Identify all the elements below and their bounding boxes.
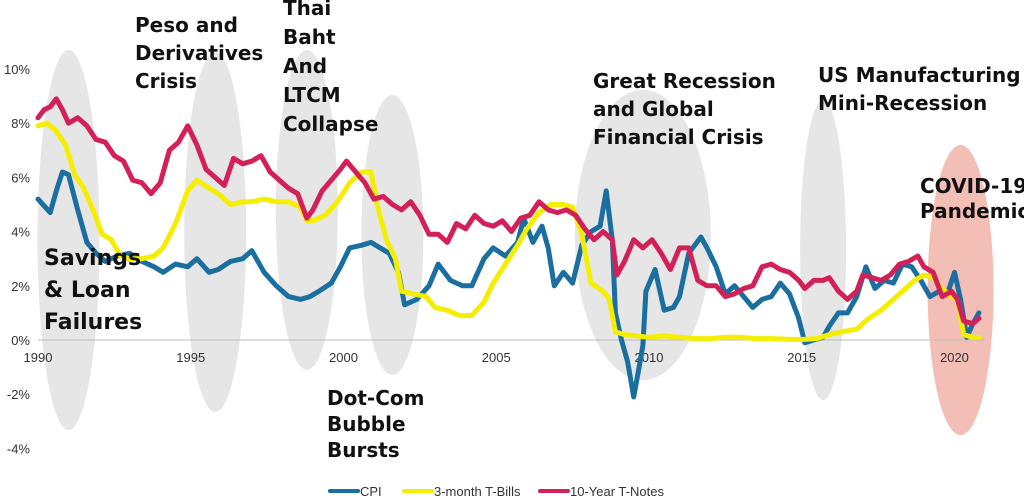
annotation-line: Great Recession <box>593 69 776 93</box>
y-ticks: 10% 8% 6% 4% 2% 0% -2% -4% <box>4 62 30 456</box>
y-tick-label: -4% <box>7 441 31 456</box>
annotation-line: Bubble <box>327 412 406 436</box>
x-tick-label: 2005 <box>482 350 511 365</box>
y-tick-label: 6% <box>11 170 30 185</box>
annotation-line: Collapse <box>283 112 378 136</box>
annotation-line: Financial Crisis <box>593 125 764 149</box>
series-line-10-year-t-notes <box>35 96 982 327</box>
y-tick-label: 10% <box>4 62 30 77</box>
series-line-cpi <box>35 169 982 400</box>
legend-label: 3-month T-Bills <box>434 484 521 499</box>
annotation-line: Bursts <box>327 438 400 462</box>
x-tick-label: 2020 <box>940 350 969 365</box>
y-tick-label: 2% <box>11 279 30 294</box>
highlight-period-ellipse <box>184 52 247 412</box>
annotation-line: and Global <box>593 97 714 121</box>
annotation-label: COVID-19 Pandemic <box>920 174 1024 223</box>
series-lines <box>35 96 982 400</box>
x-ticks: 1990 1995 2000 2005 2010 2015 2020 <box>24 350 969 365</box>
y-tick-label: 8% <box>11 116 30 131</box>
legend-label: CPI <box>360 484 382 499</box>
annotation-label: US Manufacturing Mini-Recession <box>818 63 1021 115</box>
annotation-line: Dot-Com <box>327 386 424 410</box>
annotation-line: LTCM <box>283 83 341 107</box>
highlight-period-ellipse <box>37 50 100 430</box>
annotation-line: Peso and <box>135 13 238 37</box>
annotation-line: Pandemic <box>920 199 1024 223</box>
x-tick-label: 1995 <box>176 350 205 365</box>
y-tick-label: 0% <box>11 333 30 348</box>
highlight-period-ellipse <box>800 100 847 400</box>
annotation-label: Savings & Loan Failures <box>44 246 142 335</box>
y-tick-label: -2% <box>7 387 31 402</box>
annotation-line: COVID-19 <box>920 174 1024 198</box>
x-tick-label: 1990 <box>24 350 53 365</box>
annotation-line: Baht <box>283 25 336 49</box>
legend-label: 10-Year T-Notes <box>570 484 664 499</box>
series-line-3-month-t-bills <box>35 120 982 342</box>
annotation-line: Savings <box>44 246 141 271</box>
annotation-label: Great Recession and Global Financial Crisi… <box>593 69 776 149</box>
annotation-line: Mini-Recession <box>818 91 987 115</box>
annotation-line: & Loan <box>44 278 131 303</box>
x-tick-label: 2015 <box>787 350 816 365</box>
annotation-line: Failures <box>44 310 142 335</box>
annotations: Savings & Loan Failures Peso and Derivatives… <box>44 0 1024 462</box>
annotation-label: Thai Baht And LTCM Collapse <box>283 0 378 136</box>
annotation-label: Peso and Derivatives Crisis <box>135 13 263 93</box>
annotation-line: Crisis <box>135 69 197 93</box>
annotation-label: Dot-Com Bubble Bursts <box>327 386 424 462</box>
annotation-line: Thai <box>283 0 331 20</box>
x-tick-label: 2000 <box>329 350 358 365</box>
annotation-line: And <box>283 54 327 78</box>
highlight-period-ellipse <box>361 95 424 375</box>
annotation-line: Derivatives <box>135 41 263 65</box>
annotation-line: US Manufacturing <box>818 63 1021 87</box>
y-tick-label: 4% <box>11 225 30 240</box>
legend: CPI 3-month T-Bills 10-Year T-Notes <box>328 484 664 499</box>
